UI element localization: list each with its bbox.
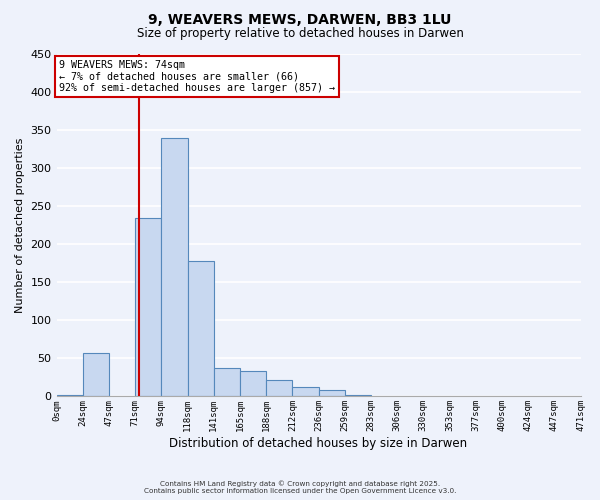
Y-axis label: Number of detached properties: Number of detached properties <box>15 138 25 313</box>
Bar <box>292 386 319 396</box>
Bar <box>83 353 109 397</box>
Text: 9 WEAVERS MEWS: 74sqm
← 7% of detached houses are smaller (66)
92% of semi-detac: 9 WEAVERS MEWS: 74sqm ← 7% of detached h… <box>59 60 335 94</box>
Text: Contains HM Land Registry data © Crown copyright and database right 2025.
Contai: Contains HM Land Registry data © Crown c… <box>144 480 456 494</box>
Bar <box>319 390 345 396</box>
Bar <box>214 368 240 396</box>
Bar <box>56 395 83 396</box>
Bar <box>240 372 266 396</box>
Bar <box>266 380 292 396</box>
X-axis label: Distribution of detached houses by size in Darwen: Distribution of detached houses by size … <box>169 437 467 450</box>
Text: 9, WEAVERS MEWS, DARWEN, BB3 1LU: 9, WEAVERS MEWS, DARWEN, BB3 1LU <box>148 12 452 26</box>
Bar <box>135 218 161 396</box>
Bar <box>161 138 188 396</box>
Text: Size of property relative to detached houses in Darwen: Size of property relative to detached ho… <box>137 28 463 40</box>
Bar <box>188 261 214 396</box>
Bar <box>345 395 371 396</box>
